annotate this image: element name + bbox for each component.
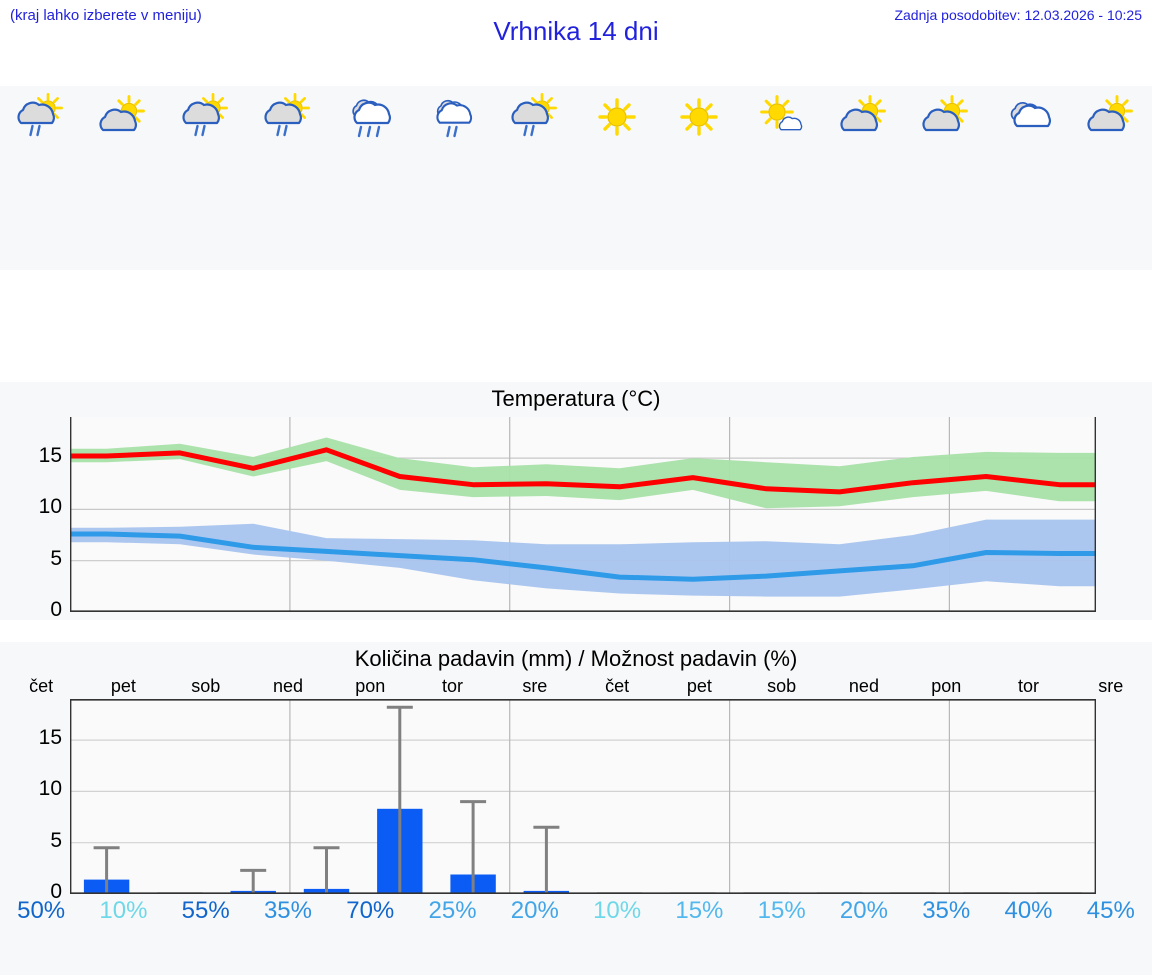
day-column[interactable]	[741, 86, 823, 270]
precipitation-chart-title: Količina padavin (mm) / Možnost padavin …	[354, 646, 798, 671]
day-column[interactable]	[905, 86, 987, 270]
sun-cloud-icon	[92, 91, 154, 143]
precipitation-probability: 55%	[181, 897, 230, 924]
sun-cloud-rain-icon	[175, 91, 237, 143]
day-column[interactable]	[165, 86, 247, 270]
temperature-plot	[70, 417, 1096, 612]
day-column[interactable]	[329, 86, 411, 270]
precipitation-day-label: pon	[931, 676, 962, 696]
sun-small-cloud-icon	[751, 91, 813, 143]
cloud-heavy-rain-icon	[339, 91, 401, 143]
day-column[interactable]	[0, 86, 82, 270]
day-column[interactable]	[247, 86, 329, 270]
day-column[interactable]	[823, 86, 905, 270]
precipitation-probability: 35%	[263, 897, 312, 924]
precipitation-day-label: sre	[522, 676, 548, 696]
cloud-icon	[998, 91, 1060, 143]
day-column[interactable]	[494, 86, 576, 270]
temperature-y-tick: 15	[38, 444, 62, 468]
day-column[interactable]	[411, 86, 493, 270]
precipitation-probability: 20%	[839, 897, 888, 924]
day-column[interactable]	[987, 86, 1069, 270]
cloud-rain-icon	[422, 91, 484, 143]
sun-cloud-rain-icon	[10, 91, 72, 143]
precipitation-probability: 40%	[1004, 897, 1053, 924]
precipitation-day-label: pon	[355, 676, 386, 696]
precipitation-day-label: čet	[605, 676, 630, 696]
precipitation-y-tick: 0	[50, 880, 62, 903]
precipitation-day-label: čet	[29, 676, 54, 696]
day-column[interactable]	[576, 86, 658, 270]
precipitation-probability: 15%	[757, 897, 806, 924]
precipitation-probability: 50%	[17, 897, 66, 924]
page-title: Vrhnika 14 dni	[493, 16, 659, 46]
precipitation-day-label: pet	[686, 676, 712, 696]
precipitation-day-labels: čet pet sob ned pon tor sre čet pet sob ned pon tor s…	[0, 676, 1152, 697]
precipitation-probability: 35%	[922, 897, 971, 924]
precipitation-probability: 70%	[346, 897, 395, 924]
sun-cloud-icon	[1080, 91, 1142, 143]
precipitation-chart-panel: Količina padavin (mm) / Možnost padavin …	[0, 642, 1152, 975]
sun-icon	[668, 91, 730, 143]
precipitation-day-label: ned	[272, 676, 303, 696]
temperature-y-tick: 10	[38, 495, 62, 519]
sun-icon	[586, 91, 648, 143]
daily-forecast-strip	[0, 86, 1152, 270]
precipitation-day-label: sre	[1098, 676, 1124, 696]
temperature-chart-title: Temperatura (°C)	[491, 386, 661, 411]
precipitation-day-label: pet	[110, 676, 136, 696]
precipitation-y-tick: 10	[38, 777, 62, 801]
precipitation-y-tick: 5	[50, 828, 62, 852]
day-column[interactable]	[1070, 86, 1152, 270]
sun-cloud-icon	[915, 91, 977, 143]
precipitation-day-label: tor	[442, 676, 464, 696]
precipitation-probability: 25%	[428, 897, 477, 924]
sun-cloud-icon	[833, 91, 895, 143]
temperature-y-tick: 0	[50, 598, 62, 621]
precipitation-day-label: sob	[767, 676, 797, 696]
precipitation-probability: 45%	[1086, 897, 1135, 924]
page-header: (kraj lahko izberete v meniju) Vrhnika 1…	[0, 0, 1152, 46]
precipitation-y-tick: 15	[38, 726, 62, 750]
last-update-text: Zadnja posodobitev: 12.03.2026 - 10:25	[894, 7, 1142, 23]
precipitation-probability: 15%	[675, 897, 724, 924]
menu-hint-text: (kraj lahko izberete v meniju)	[10, 7, 202, 24]
day-column[interactable]	[658, 86, 740, 270]
sun-cloud-rain-icon	[257, 91, 319, 143]
temperature-y-tick: 5	[50, 546, 62, 570]
precipitation-day-label: sob	[191, 676, 221, 696]
precipitation-day-label: tor	[1018, 676, 1040, 696]
precipitation-probability: 20%	[510, 897, 559, 924]
precipitation-probability: 10%	[593, 897, 642, 924]
precipitation-probability: 10%	[99, 897, 148, 924]
day-column[interactable]	[82, 86, 164, 270]
precipitation-probability-row: 50% 10% 55% 35% 70% 25% 20% 10% 15% 15% 20% 35% 40% 4…	[0, 897, 1152, 925]
sun-cloud-rain-icon	[504, 91, 566, 143]
precipitation-plot	[70, 699, 1096, 894]
precipitation-day-label: ned	[848, 676, 879, 696]
